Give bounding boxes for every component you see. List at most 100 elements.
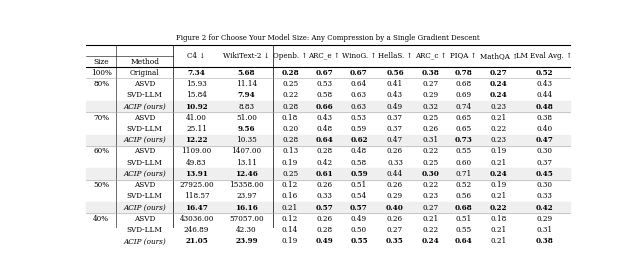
Text: ACIP (ours): ACIP (ours)	[124, 237, 166, 245]
Text: 0.22: 0.22	[282, 91, 298, 99]
Text: 0.12: 0.12	[282, 215, 298, 223]
Text: 0.26: 0.26	[387, 181, 403, 189]
Text: 0.37: 0.37	[387, 125, 403, 133]
Text: 0.35: 0.35	[386, 237, 404, 245]
Text: 0.48: 0.48	[351, 147, 367, 155]
Bar	[86, 135, 570, 146]
Text: 0.61: 0.61	[316, 170, 333, 178]
Text: LM Eval Avg. ↑: LM Eval Avg. ↑	[516, 52, 572, 60]
Text: 80%: 80%	[93, 80, 109, 88]
Text: 0.33: 0.33	[536, 193, 552, 200]
Text: 0.24: 0.24	[490, 91, 508, 99]
Text: 0.28: 0.28	[316, 226, 332, 234]
Text: 0.55: 0.55	[455, 226, 471, 234]
Text: 0.41: 0.41	[387, 80, 403, 88]
Text: 12.46: 12.46	[235, 170, 258, 178]
Text: 0.26: 0.26	[316, 181, 332, 189]
Text: 49.83: 49.83	[186, 159, 207, 167]
Text: Openb. ↑: Openb. ↑	[273, 52, 307, 60]
Text: 0.51: 0.51	[351, 181, 367, 189]
Text: 0.16: 0.16	[282, 193, 298, 200]
Text: 0.68: 0.68	[455, 80, 471, 88]
Text: 0.67: 0.67	[316, 69, 333, 77]
Text: 0.58: 0.58	[351, 159, 367, 167]
Text: 0.38: 0.38	[536, 114, 552, 122]
Text: 0.38: 0.38	[535, 237, 553, 245]
Text: 0.48: 0.48	[535, 102, 553, 111]
Text: 15.84: 15.84	[186, 91, 207, 99]
Text: 0.30: 0.30	[422, 170, 439, 178]
Text: 0.59: 0.59	[350, 170, 368, 178]
Text: 0.73: 0.73	[454, 136, 472, 144]
Text: 0.50: 0.50	[351, 226, 367, 234]
Text: Size: Size	[93, 58, 109, 66]
Text: 0.23: 0.23	[422, 193, 438, 200]
Text: 0.51: 0.51	[455, 215, 472, 223]
Text: 8.83: 8.83	[239, 102, 255, 111]
Text: 60%: 60%	[93, 147, 109, 155]
Text: 0.56: 0.56	[455, 193, 471, 200]
Text: 0.19: 0.19	[282, 159, 298, 167]
Text: SVD-LLM: SVD-LLM	[127, 159, 163, 167]
Text: Method: Method	[130, 58, 159, 66]
Text: SVD-LLM: SVD-LLM	[127, 226, 163, 234]
Text: 0.71: 0.71	[455, 170, 472, 178]
Text: 246.89: 246.89	[184, 226, 209, 234]
Text: 16.16: 16.16	[235, 204, 258, 212]
Text: 0.27: 0.27	[422, 204, 438, 212]
Text: Figure 2 for Choose Your Model Size: Any Compression by a Single Gradient Descen: Figure 2 for Choose Your Model Size: Any…	[176, 34, 480, 42]
Text: 70%: 70%	[93, 114, 109, 122]
Text: 0.47: 0.47	[535, 136, 553, 144]
Text: 0.57: 0.57	[350, 204, 368, 212]
Text: 0.37: 0.37	[536, 159, 552, 167]
Text: ACIP (ours): ACIP (ours)	[124, 204, 166, 212]
Bar	[86, 168, 570, 179]
Text: 0.60: 0.60	[455, 159, 471, 167]
Text: 0.37: 0.37	[387, 114, 403, 122]
Text: 13.91: 13.91	[185, 170, 208, 178]
Text: 0.25: 0.25	[282, 80, 298, 88]
Text: 23.99: 23.99	[235, 237, 258, 245]
Text: 42.30: 42.30	[236, 226, 257, 234]
Text: 0.67: 0.67	[350, 69, 368, 77]
Text: 0.38: 0.38	[422, 69, 439, 77]
Text: 57057.00: 57057.00	[229, 215, 264, 223]
Text: 0.62: 0.62	[350, 136, 368, 144]
Text: 100%: 100%	[91, 69, 111, 77]
Text: 0.29: 0.29	[536, 215, 552, 223]
Text: 0.26: 0.26	[422, 125, 438, 133]
Text: MathQA ↑: MathQA ↑	[479, 52, 518, 60]
Text: SVD-LLM: SVD-LLM	[127, 91, 163, 99]
Text: ASVD: ASVD	[134, 181, 156, 189]
Bar	[86, 236, 570, 247]
Bar	[86, 101, 570, 112]
Text: 0.32: 0.32	[422, 102, 438, 111]
Text: 1407.00: 1407.00	[232, 147, 262, 155]
Text: 0.63: 0.63	[351, 91, 367, 99]
Text: 0.44: 0.44	[536, 91, 552, 99]
Text: 0.20: 0.20	[282, 125, 298, 133]
Text: 0.33: 0.33	[316, 193, 332, 200]
Text: ACIP (ours): ACIP (ours)	[124, 136, 166, 144]
Text: 0.78: 0.78	[454, 69, 472, 77]
Text: 0.63: 0.63	[351, 102, 367, 111]
Text: 0.27: 0.27	[490, 69, 508, 77]
Text: 0.24: 0.24	[422, 237, 439, 245]
Text: 40%: 40%	[93, 215, 109, 223]
Text: 0.40: 0.40	[386, 204, 404, 212]
Text: 0.64: 0.64	[454, 237, 472, 245]
Text: 0.58: 0.58	[316, 91, 332, 99]
Text: 0.52: 0.52	[455, 181, 471, 189]
Text: 0.69: 0.69	[455, 91, 471, 99]
Text: 0.47: 0.47	[387, 136, 403, 144]
Text: WikiText-2 ↓: WikiText-2 ↓	[223, 52, 270, 60]
Text: 0.19: 0.19	[490, 181, 507, 189]
Text: HellaS. ↑: HellaS. ↑	[378, 52, 412, 60]
Text: 23.97: 23.97	[236, 193, 257, 200]
Text: 1109.00: 1109.00	[181, 147, 212, 155]
Text: 0.21: 0.21	[490, 114, 507, 122]
Text: 0.22: 0.22	[422, 226, 438, 234]
Text: 0.26: 0.26	[387, 215, 403, 223]
Text: ASVD: ASVD	[134, 114, 156, 122]
Text: 13.11: 13.11	[236, 159, 257, 167]
